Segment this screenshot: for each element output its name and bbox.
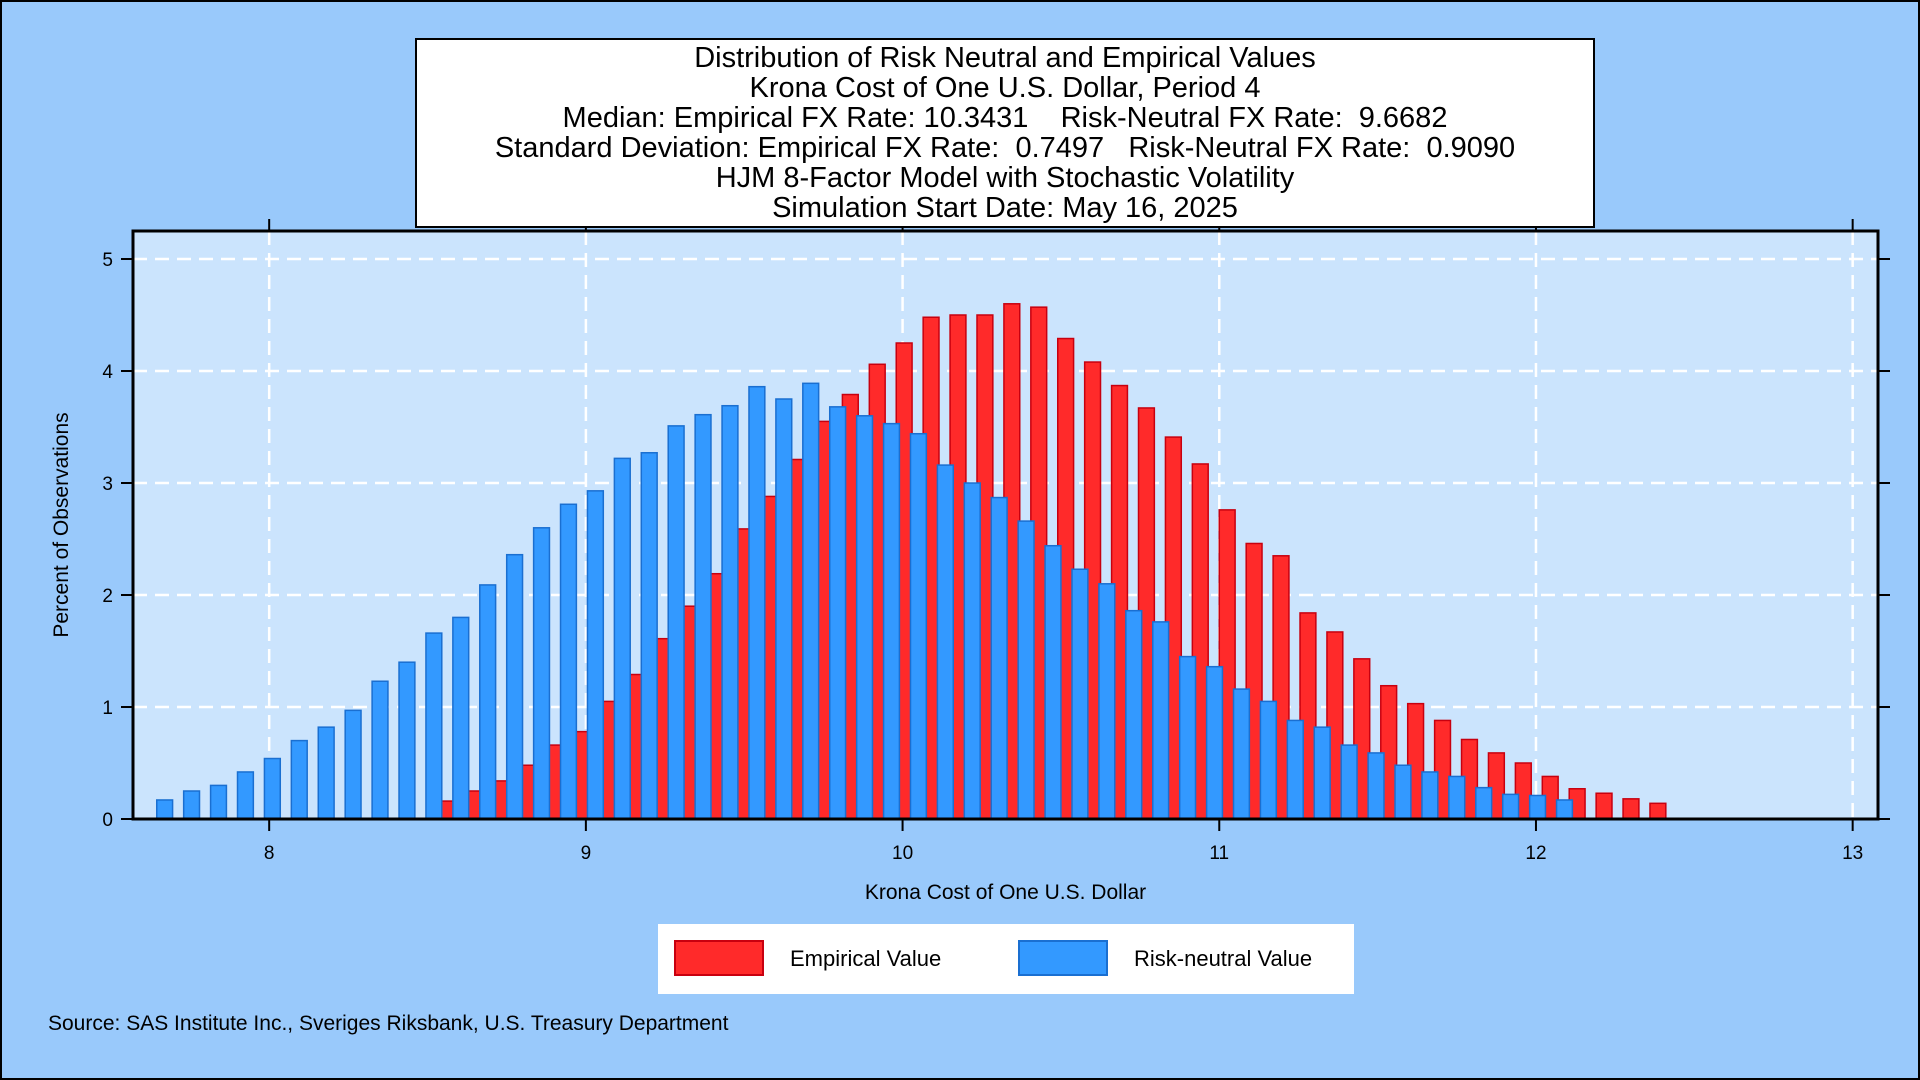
bar-risk-neutral [1071,568,1089,820]
bar-risk-neutral [425,632,443,820]
bar-risk-neutral [855,415,874,820]
legend-swatch-risk-neutral [1018,940,1108,976]
bar-risk-neutral [398,661,416,820]
bar-risk-neutral [1125,609,1143,820]
bar-risk-neutral [963,482,981,820]
bar-risk-neutral [640,452,658,820]
title-line-2: Krona Cost of One U.S. Dollar, Period 4 [749,72,1261,104]
chart-title-box: Distribution of Risk Neutral and Empiric… [415,38,1595,228]
bar-risk-neutral [1017,520,1035,820]
bar-risk-neutral [156,799,174,820]
bar-risk-neutral [263,757,282,820]
bar-risk-neutral [1205,665,1224,820]
bar-risk-neutral [1232,688,1251,820]
bar-risk-neutral [1286,719,1304,820]
bar-risk-neutral [1152,621,1170,820]
source-note: Source: SAS Institute Inc., Sveriges Rik… [48,1012,729,1035]
bar-risk-neutral [667,425,685,820]
bar-risk-neutral [317,726,335,820]
y-tick-label: 0 [102,810,113,831]
bar-empirical [1622,798,1640,820]
bar-risk-neutral [559,503,578,820]
bar-risk-neutral [290,739,308,820]
bar-risk-neutral [479,584,497,820]
bar-risk-neutral [1448,775,1466,820]
bar-risk-neutral [1178,655,1197,820]
bar-risk-neutral [236,771,255,820]
title-line-1: Distribution of Risk Neutral and Empiric… [694,42,1316,74]
x-tick-label: 13 [1842,843,1863,864]
bar-risk-neutral [748,385,766,820]
bar-risk-neutral [882,422,901,820]
x-tick-label: 12 [1525,843,1546,864]
bar-risk-neutral [721,404,739,820]
bar-risk-neutral [532,527,551,820]
bar-risk-neutral [371,680,389,820]
bar-risk-neutral [586,490,605,820]
y-axis-title: Percent of Observations [50,412,73,637]
bar-risk-neutral [1340,744,1358,820]
bar-risk-neutral [1098,583,1116,820]
y-tick-label: 4 [102,362,113,383]
bar-risk-neutral [802,382,820,820]
plot-border [131,229,1880,821]
x-tick-label: 8 [264,843,275,864]
x-tick-label: 10 [892,843,913,864]
bar-risk-neutral [775,398,793,820]
legend: Empirical Value Risk-neutral Value [658,924,1354,994]
bar-risk-neutral [909,432,928,820]
legend-label-risk-neutral: Risk-neutral Value [1134,946,1313,971]
bar-risk-neutral [182,790,201,820]
bar-risk-neutral [694,413,712,820]
bar-risk-neutral [613,457,631,820]
bar-risk-neutral [1367,752,1385,820]
bar-empirical [1649,802,1667,820]
title-line-4: Standard Deviation: Empirical FX Rate: 0… [494,132,1516,164]
y-tick-label: 3 [102,474,113,495]
title-line-6: Simulation Start Date: May 16, 2025 [772,192,1238,224]
bar-risk-neutral [344,709,362,820]
bar-empirical [1595,792,1613,820]
bar-risk-neutral [1528,794,1547,820]
legend-label-empirical: Empirical Value [790,946,942,971]
y-tick-label: 1 [102,698,113,719]
bar-risk-neutral [505,553,524,820]
bars [156,303,1667,820]
y-tick-label: 5 [102,250,113,271]
title-line-5: HJM 8-Factor Model with Stochastic Volat… [715,162,1295,194]
bar-risk-neutral [936,464,954,820]
x-axis-title: Krona Cost of One U.S. Dollar [865,881,1146,904]
bar-risk-neutral [452,616,470,820]
bar-risk-neutral [1475,786,1493,820]
legend-swatch-empirical [674,940,764,976]
bar-risk-neutral [828,406,847,820]
bar-risk-neutral [1313,726,1331,820]
y-tick-label: 2 [102,586,113,607]
title-line-3: Median: Empirical FX Rate: 10.3431 Risk-… [562,102,1448,134]
bar-risk-neutral [1044,544,1062,820]
bar-risk-neutral [990,496,1008,820]
bar-risk-neutral [1421,771,1439,820]
x-tick-label: 11 [1209,843,1229,864]
bar-risk-neutral [1259,700,1278,820]
x-tick-label: 9 [581,843,592,864]
bar-risk-neutral [209,784,228,820]
bar-risk-neutral [1394,764,1412,820]
bar-risk-neutral [1555,799,1574,820]
bar-risk-neutral [1501,793,1520,820]
